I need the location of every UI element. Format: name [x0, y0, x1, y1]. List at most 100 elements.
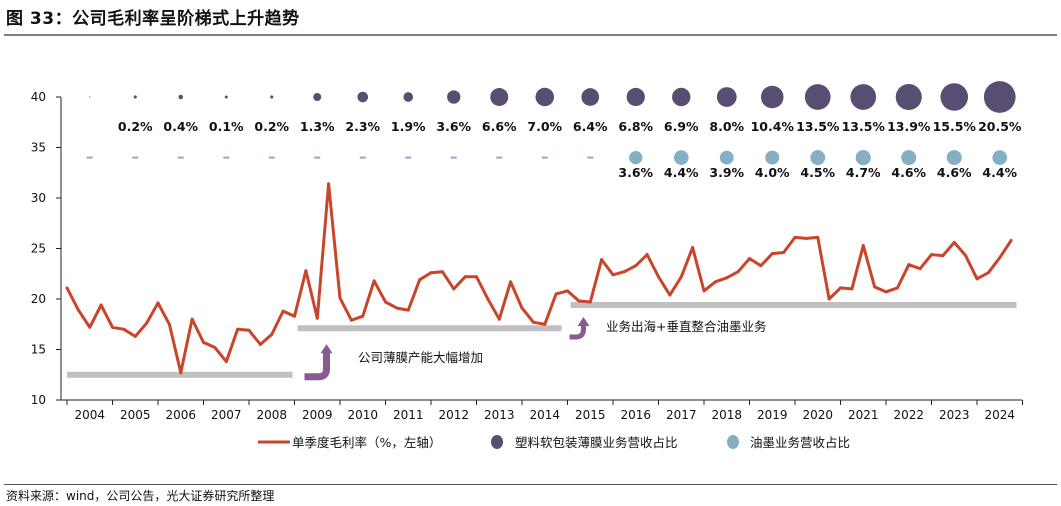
data-point — [668, 293, 672, 297]
up-arrow-icon — [304, 352, 330, 381]
data-point — [65, 286, 69, 290]
data-point — [418, 278, 422, 282]
film-share-label: 6.4% — [573, 119, 608, 134]
data-point — [281, 309, 285, 313]
film-share-bubble — [178, 94, 183, 100]
ink-share-label: 4.6% — [937, 165, 972, 180]
axes: 10 15 20 25 30 35 40 2004 2005 2006 2007 2008 2009 20… — [31, 90, 1023, 422]
up-arrow-icon — [569, 325, 586, 340]
data-point — [349, 318, 353, 322]
film-share-label: 13.5% — [842, 119, 886, 134]
x-tick-label: 2017 — [666, 408, 697, 422]
film-share-bubble — [403, 92, 414, 102]
data-point — [782, 251, 786, 255]
data-point — [145, 321, 149, 325]
data-point — [463, 275, 467, 279]
data-point — [918, 267, 922, 271]
ink-share-label: 4.0% — [755, 165, 790, 180]
data-point — [384, 300, 387, 304]
data-point — [691, 245, 695, 249]
data-point — [816, 235, 820, 239]
x-tick-label: 2024 — [984, 408, 1015, 422]
film-share-bubble — [760, 85, 784, 109]
film-share-bubble — [313, 93, 322, 101]
x-tick-label: 2019 — [757, 408, 788, 422]
data-point — [975, 277, 979, 281]
film-share-label: 3.6% — [436, 119, 471, 134]
ink-share-bubble — [901, 150, 917, 166]
film-share-bubble — [672, 87, 691, 107]
title-divider — [4, 34, 1057, 36]
data-point — [213, 345, 217, 349]
film-share-bubble — [447, 90, 461, 104]
data-point — [804, 236, 808, 240]
bubbles: 0.2% 0.4% 0.1% 0.2% 1.3% 2.3% 1.9% 3.6% 6.6% 7.0%… — [86, 81, 1022, 180]
data-point — [850, 287, 854, 291]
data-point — [327, 182, 331, 186]
data-point — [657, 275, 660, 279]
x-tick-label: 2014 — [529, 408, 560, 422]
ink-share-label: 3.6% — [618, 165, 653, 180]
data-point — [156, 301, 160, 305]
data-point — [315, 316, 319, 320]
x-tick-label: 2022 — [893, 408, 924, 422]
data-point — [270, 332, 274, 336]
data-point — [179, 371, 183, 375]
data-point — [361, 314, 365, 318]
x-tick-label: 2006 — [165, 408, 196, 422]
step-bars — [67, 302, 1017, 381]
data-point — [531, 320, 535, 324]
ink-share-label: 3.9% — [709, 165, 744, 180]
data-point — [941, 254, 945, 258]
film-share-label: 1.9% — [391, 119, 426, 134]
data-point — [190, 317, 194, 321]
data-point — [236, 327, 240, 331]
ink-share-label: 4.4% — [982, 165, 1017, 180]
data-point — [986, 271, 990, 275]
arrow-head-icon — [577, 317, 590, 327]
data-point — [429, 271, 433, 275]
data-point — [952, 240, 956, 244]
figure-title: 图 33：公司毛利率呈阶梯式上升趋势 — [6, 9, 300, 29]
film-share-bubble — [850, 84, 877, 110]
legend-label-film: 塑料软包装薄膜业务营收占比 — [515, 435, 678, 450]
ink-share-label: 4.6% — [891, 165, 926, 180]
data-point — [861, 243, 865, 247]
film-share-label: 8.0% — [709, 119, 744, 134]
film-share-bubble — [490, 88, 509, 106]
data-point — [713, 280, 717, 284]
y-tick-label: 15 — [31, 343, 46, 357]
data-point — [907, 263, 911, 267]
source-note: 资料来源：wind，公司公告，光大证券研究所整理 — [6, 489, 275, 503]
data-point — [475, 275, 478, 279]
ink-share-bubble — [765, 150, 780, 165]
x-tick-label: 2004 — [74, 408, 105, 422]
data-point — [759, 264, 763, 268]
ink-share-bubble — [719, 150, 734, 165]
data-point — [554, 292, 558, 296]
data-point — [998, 256, 1002, 260]
legend-label-ink: 油墨业务营收占比 — [750, 435, 850, 450]
data-point — [895, 286, 899, 290]
film-share-bubble — [224, 95, 228, 99]
data-point — [76, 308, 80, 312]
y-tick-label: 35 — [31, 141, 46, 155]
x-tick-label: 2007 — [211, 408, 242, 422]
y-tick-label: 10 — [31, 393, 46, 407]
data-point — [611, 273, 615, 277]
ink-share-bubble — [946, 150, 962, 166]
arrow-head-icon — [320, 344, 333, 354]
data-point — [702, 289, 706, 293]
film-share-label: 1.3% — [300, 119, 335, 134]
legend-blue-swatch — [727, 435, 739, 449]
data-point — [247, 328, 251, 332]
legend-label-margin: 单季度毛利率（%，左轴） — [292, 435, 441, 450]
film-share-label: 20.5% — [978, 119, 1022, 134]
annotation-overseas: 业务出海+垂直整合油墨业务 — [606, 319, 766, 334]
data-point — [338, 296, 342, 300]
data-point — [793, 235, 797, 239]
film-share-label: 0.4% — [163, 119, 198, 134]
ink-share-bubble — [810, 150, 826, 166]
data-point — [1009, 238, 1013, 242]
film-share-bubble — [133, 95, 137, 99]
